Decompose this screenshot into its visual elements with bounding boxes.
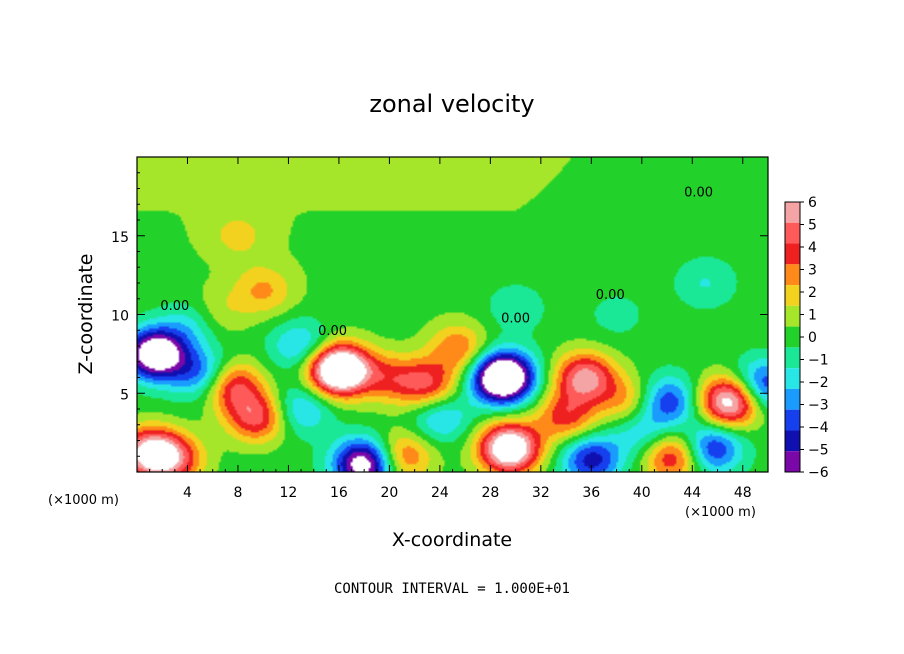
x-tick-label: 8 (233, 485, 242, 501)
colorbar: 6 5 4 3 2 1 0 −1 −2 −3 −4 −5 −6 (784, 195, 829, 481)
contour-label: 0.00 (596, 288, 625, 303)
x-tick-label: 28 (481, 485, 499, 501)
x-axis-unit-right: (×1000 m) (685, 505, 756, 520)
contour-label: 0.00 (684, 185, 713, 200)
colorbar-swatch (785, 243, 800, 265)
x-tick-label: 4 (183, 485, 192, 501)
colorbar-tick-label: −2 (808, 375, 829, 391)
colorbar-swatch (785, 430, 800, 452)
colorbar-tick-label: −1 (808, 353, 829, 369)
colorbar-swatch (785, 264, 800, 286)
colorbar-swatch (785, 222, 800, 244)
colorbar-swatch (785, 347, 800, 369)
plot-area: 0.00 0.00 0.00 0.00 0.00 (136, 156, 769, 473)
colorbar-swatch (785, 305, 800, 327)
y-tick-label: 5 (120, 387, 129, 403)
colorbar-tick-label: −5 (808, 443, 829, 459)
x-tick-label: 12 (280, 485, 298, 501)
x-tick-label: 48 (734, 485, 752, 501)
colorbar-tick-label: 1 (808, 308, 817, 324)
colorbar-tick-label: 2 (808, 285, 817, 301)
colorbar-swatch (785, 285, 800, 306)
colorbar-swatch (785, 326, 800, 348)
x-tick-label: 16 (330, 485, 348, 501)
colorbar-swatch (785, 388, 800, 410)
x-tick-label: 32 (532, 485, 550, 501)
colorbar-tick-label: −4 (808, 420, 829, 436)
colorbar-swatch (785, 202, 800, 223)
contour-label: 0.00 (318, 324, 347, 339)
y-axis-ticks: 5 10 15 (111, 172, 768, 457)
x-tick-label: 24 (431, 485, 449, 501)
x-tick-label: 40 (633, 485, 651, 501)
colorbar-tick-label: 4 (808, 240, 817, 256)
colorbar-tick-label: 3 (808, 263, 817, 279)
contour-interval-note: CONTOUR INTERVAL = 1.000E+01 (334, 581, 570, 597)
contour-labels: 0.00 0.00 0.00 0.00 0.00 (160, 185, 713, 339)
colorbar-swatch (785, 409, 800, 431)
contour-label: 0.00 (501, 311, 530, 326)
y-tick-label: 15 (111, 230, 129, 246)
colorbar-tick-label: −3 (808, 398, 829, 414)
x-tick-label: 20 (380, 485, 398, 501)
colorbar-tick-label: 0 (808, 330, 817, 346)
chart-title: zonal velocity (369, 90, 534, 118)
x-axis-ticks: 4 8 12 16 20 24 28 32 36 40 44 48 (149, 157, 756, 501)
contour-label: 0.00 (160, 299, 189, 314)
y-tick-label: 10 (111, 309, 129, 325)
colorbar-tick-label: 6 (808, 195, 817, 211)
y-axis-title: Z-coordinate (75, 254, 97, 375)
x-axis-title: X-coordinate (392, 529, 512, 551)
x-tick-label: 36 (582, 485, 600, 501)
colorbar-tick-label: −6 (808, 465, 829, 481)
colorbar-tick-label: 5 (808, 218, 817, 234)
colorbar-swatch (785, 368, 800, 389)
colorbar-swatch (785, 451, 800, 472)
x-axis-unit-left: (×1000 m) (48, 493, 119, 508)
x-tick-label: 44 (683, 485, 701, 501)
velocity-field-heatmap (137, 157, 768, 472)
